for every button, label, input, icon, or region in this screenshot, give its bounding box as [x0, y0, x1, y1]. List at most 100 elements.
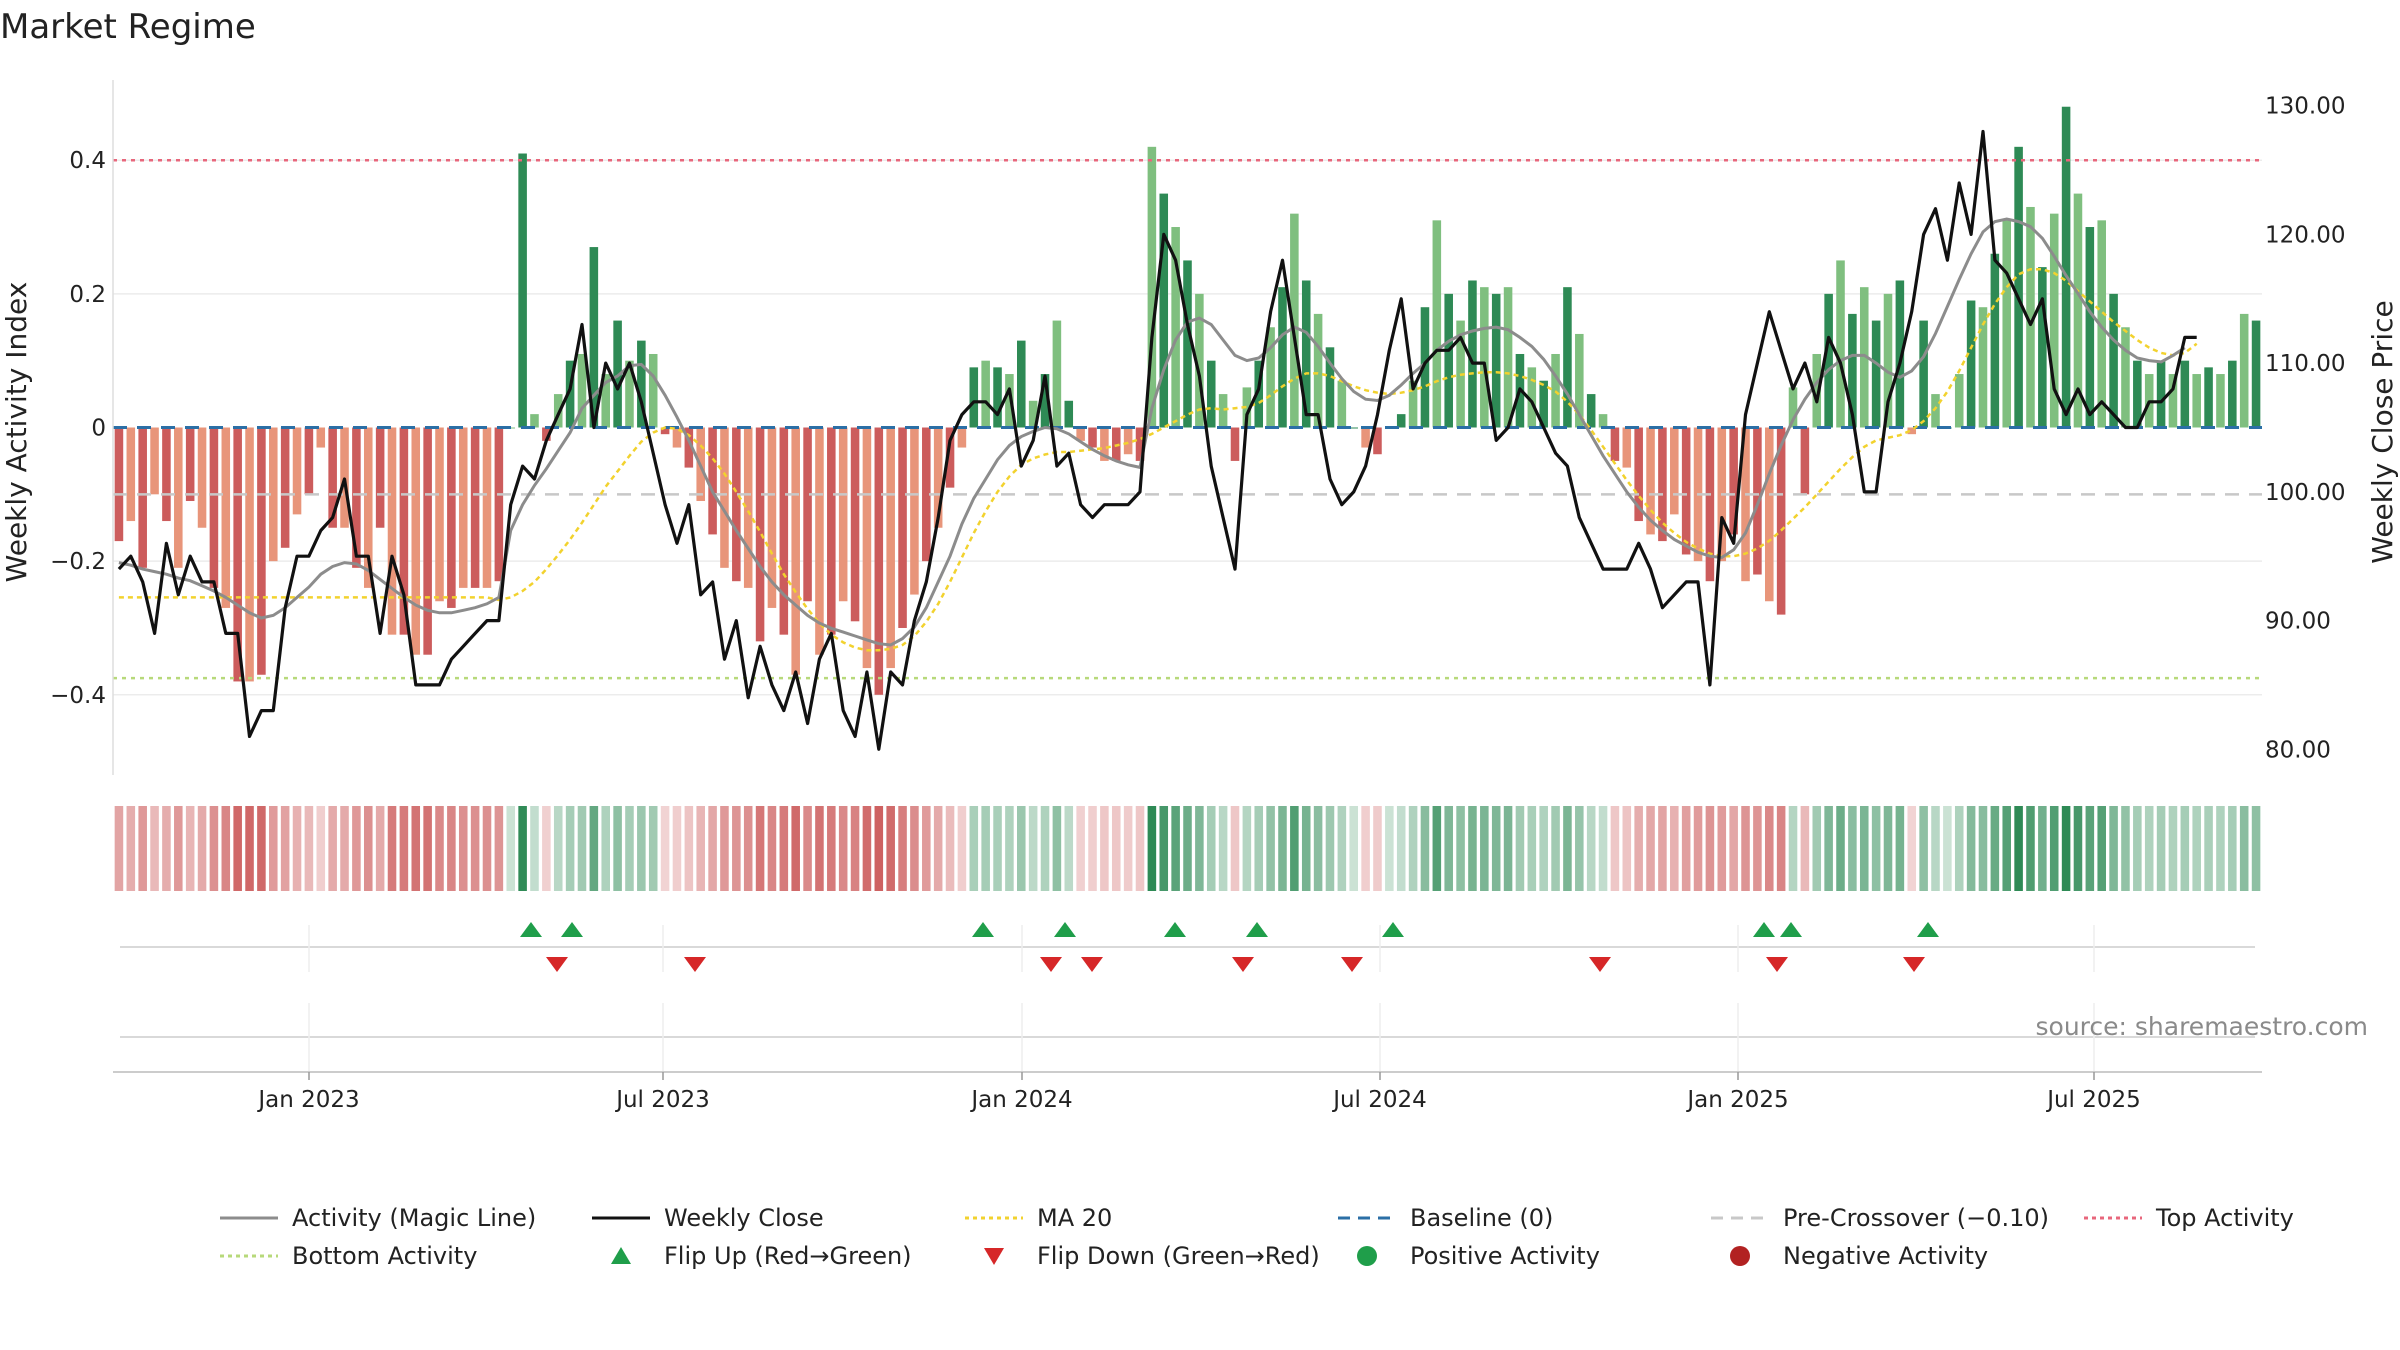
regime-cell — [2097, 806, 2106, 891]
regime-cell — [2109, 806, 2118, 891]
flip-up-marker — [972, 922, 994, 937]
regime-cell — [1634, 806, 1643, 891]
regime-cell — [1147, 806, 1157, 891]
regime-cell — [1575, 806, 1584, 891]
activity-bar — [1301, 280, 1311, 428]
chart-title: Market Regime — [0, 7, 256, 47]
y-left-tick: 0.2 — [69, 282, 106, 308]
regime-cell — [375, 806, 385, 891]
activity-bar — [2228, 360, 2237, 428]
regime-cell — [1859, 806, 1869, 891]
activity-bar — [1052, 320, 1062, 428]
activity-bar — [1040, 374, 1050, 428]
regime-cell — [494, 806, 504, 891]
activity-bar — [1361, 427, 1370, 448]
regime-cell — [150, 806, 159, 891]
regime-cell — [815, 806, 824, 891]
regime-cell — [1159, 806, 1169, 891]
regime-cell — [1848, 806, 1857, 891]
activity-bar — [1705, 427, 1715, 582]
regime-cell — [874, 806, 884, 891]
activity-bar — [494, 427, 504, 582]
activity-bar — [1088, 427, 1097, 448]
regime-cell — [2192, 806, 2201, 891]
activity-bar — [910, 427, 919, 595]
legend-item: Weekly Close — [592, 1204, 824, 1232]
flip-down-marker — [1081, 957, 1103, 972]
activity-bar — [114, 427, 124, 542]
activity-bar — [1990, 253, 2000, 428]
regime-cell — [1028, 806, 1038, 891]
activity-bar — [1978, 307, 1988, 428]
activity-bar — [1634, 427, 1643, 522]
regime-cell — [2228, 806, 2237, 891]
activity-bar — [945, 427, 955, 488]
regime-cell — [993, 806, 1002, 891]
legend-label: Pre-Crossover (−0.10) — [1783, 1204, 2049, 1232]
regime-cell — [387, 806, 397, 891]
regime-cell — [850, 806, 860, 891]
activity-bar — [922, 427, 931, 562]
regime-cell — [660, 806, 670, 891]
regime-cell — [1480, 806, 1489, 891]
regime-cell — [2014, 806, 2023, 891]
regime-cell — [957, 806, 967, 891]
activity-bar — [1527, 367, 1537, 428]
regime-cell — [1990, 806, 2000, 891]
regime-cell — [1954, 806, 1964, 891]
regime-cell — [2144, 806, 2154, 891]
activity-bar — [957, 427, 967, 448]
regime-cell — [2038, 806, 2047, 891]
regime-cell — [2239, 806, 2249, 891]
regime-cell — [470, 806, 480, 891]
y-right-tick: 110.00 — [2265, 351, 2345, 377]
activity-bar — [375, 427, 385, 528]
activity-bar — [1622, 427, 1632, 468]
y-right-tick: 130.00 — [2265, 94, 2345, 120]
regime-cell — [1468, 806, 1477, 891]
activity-bar — [1218, 394, 1228, 428]
activity-bar — [2204, 367, 2213, 428]
regime-cell — [565, 806, 575, 891]
activity-bar — [993, 367, 1002, 428]
flip-up-marker — [1753, 922, 1775, 937]
y-right-tick: 120.00 — [2265, 222, 2345, 248]
activity-bar — [197, 427, 207, 528]
activity-bar — [1396, 414, 1406, 428]
regime-cell — [1836, 806, 1845, 891]
flip-up-marker — [1164, 922, 1186, 937]
activity-bar — [435, 427, 444, 602]
activity-bar — [827, 427, 836, 635]
activity-bar — [1064, 400, 1074, 428]
activity-bar — [2097, 220, 2106, 428]
regime-cell — [2026, 806, 2035, 891]
regime-cell — [1171, 806, 1180, 891]
regime-cell — [1610, 806, 1620, 891]
legend-swatch — [984, 1248, 1004, 1265]
regime-cell — [1812, 806, 1822, 891]
regime-cell — [2133, 806, 2142, 891]
regime-cell — [637, 806, 646, 891]
activity-bar — [1005, 374, 1014, 428]
regime-cell — [1206, 806, 1216, 891]
activity-bar — [1883, 293, 1893, 428]
regime-cell — [1670, 806, 1679, 891]
activity-bar — [1337, 380, 1347, 428]
activity-bar — [1907, 427, 1917, 435]
regime-cell — [708, 806, 717, 891]
regime-cell — [2156, 806, 2166, 891]
legend-label: Activity (Magic Line) — [292, 1204, 536, 1232]
activity-bar — [2192, 374, 2201, 428]
activity-bar — [1575, 333, 1584, 428]
activity-bar — [138, 427, 147, 568]
flip-down-marker — [546, 957, 568, 972]
activity-bar — [1859, 287, 1869, 428]
regime-cell — [1753, 806, 1762, 891]
regime-cell — [1622, 806, 1632, 891]
legend-item: Flip Up (Red→Green) — [611, 1242, 912, 1270]
activity-bar — [1812, 353, 1822, 428]
activity-bar — [245, 427, 254, 682]
regime-cell — [684, 806, 694, 891]
activity-bar — [779, 427, 789, 635]
regime-cell — [1432, 806, 1442, 891]
